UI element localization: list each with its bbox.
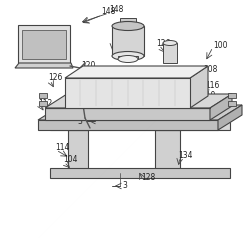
Polygon shape <box>190 66 208 108</box>
Bar <box>39 101 47 106</box>
Text: 116: 116 <box>205 81 219 90</box>
Text: 112: 112 <box>38 99 52 108</box>
Bar <box>228 101 236 106</box>
Text: 3: 3 <box>122 182 128 190</box>
Text: 148: 148 <box>101 8 115 16</box>
Text: 108: 108 <box>203 65 217 74</box>
Bar <box>155 130 180 170</box>
Polygon shape <box>45 108 210 120</box>
Ellipse shape <box>118 55 138 63</box>
Bar <box>68 130 88 170</box>
Text: 134: 134 <box>178 150 192 159</box>
Bar <box>50 168 230 178</box>
Text: 102: 102 <box>75 85 89 94</box>
Text: 126: 126 <box>156 39 170 48</box>
Polygon shape <box>22 30 66 59</box>
Polygon shape <box>18 25 70 63</box>
Polygon shape <box>118 56 138 59</box>
Polygon shape <box>38 120 218 130</box>
Text: 114: 114 <box>55 144 69 153</box>
Polygon shape <box>45 94 232 108</box>
Polygon shape <box>15 63 73 68</box>
Polygon shape <box>112 26 144 56</box>
Polygon shape <box>120 18 136 26</box>
Ellipse shape <box>163 40 177 45</box>
Text: 100: 100 <box>213 40 227 50</box>
Bar <box>228 93 236 98</box>
Text: 120: 120 <box>81 61 95 70</box>
Text: 128: 128 <box>141 174 155 183</box>
Bar <box>50 122 230 130</box>
Text: 148: 148 <box>109 5 123 15</box>
Bar <box>163 43 177 63</box>
Text: 3: 3 <box>78 116 82 125</box>
Polygon shape <box>218 105 242 130</box>
Text: 127: 127 <box>111 35 125 45</box>
Text: 106: 106 <box>129 34 143 43</box>
Polygon shape <box>65 66 208 78</box>
Text: 126: 126 <box>48 74 62 83</box>
Text: 110: 110 <box>201 91 215 100</box>
Polygon shape <box>38 105 242 120</box>
Ellipse shape <box>112 51 144 60</box>
Text: 104: 104 <box>63 155 77 164</box>
Polygon shape <box>210 94 232 120</box>
Ellipse shape <box>112 21 144 30</box>
Polygon shape <box>65 78 190 108</box>
Bar <box>39 93 47 98</box>
